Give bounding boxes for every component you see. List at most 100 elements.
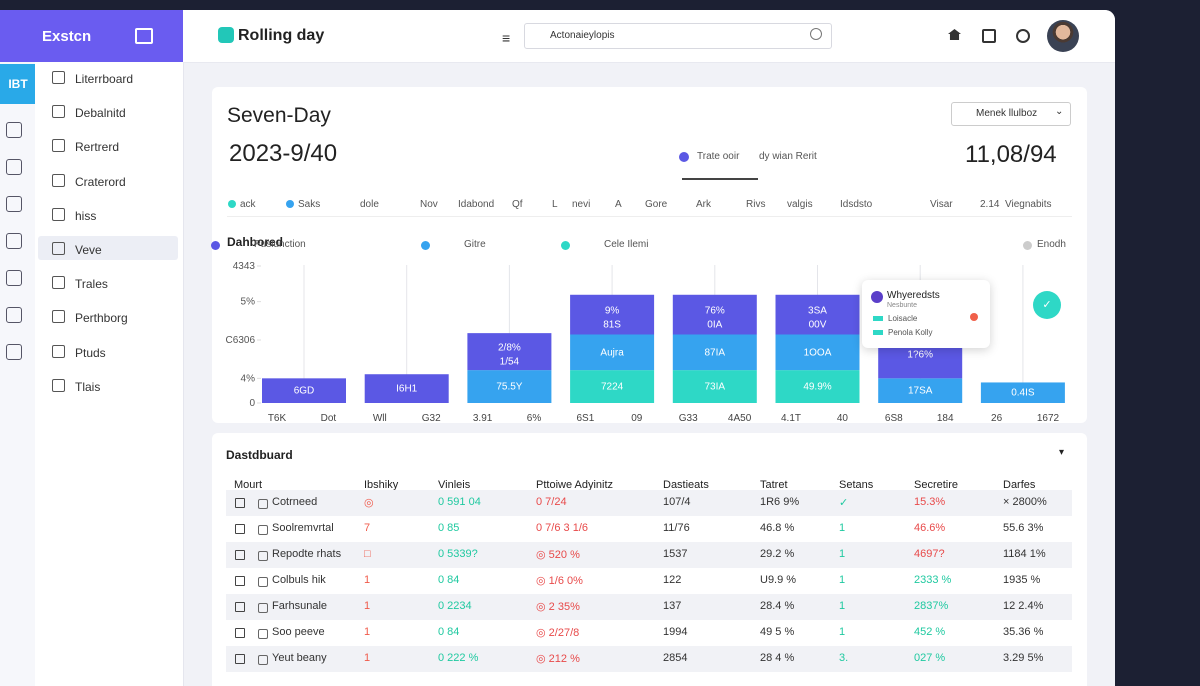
table-cell: 0 7/6 3 1/6 [536, 522, 588, 534]
column-header[interactable]: Setans [839, 479, 874, 491]
column-header[interactable]: Vinleis [438, 479, 471, 491]
row-checkbox[interactable] [235, 602, 245, 612]
bar-segment [570, 334, 655, 371]
window-icon[interactable] [982, 29, 996, 43]
table-cell: 7 [364, 522, 371, 534]
tab-underline [682, 178, 758, 180]
sidebar-item[interactable]: Debalnitd [75, 106, 126, 121]
table-cell: 1 [364, 626, 371, 638]
table-cell: U9.9 % [760, 574, 797, 586]
row-checkbox[interactable] [235, 628, 245, 638]
avatar[interactable] [1047, 20, 1079, 52]
table-cell: Yeut beany [272, 652, 327, 664]
rail-icon[interactable] [6, 196, 22, 212]
column-header[interactable]: Dastieats [663, 479, 709, 491]
table-cell: 0 5339? [438, 548, 478, 560]
row-checkbox[interactable] [235, 550, 245, 560]
filter-item[interactable]: nevi [572, 199, 591, 210]
rail-icon[interactable] [6, 270, 22, 286]
logo[interactable]: Rolling day [238, 27, 325, 44]
column-header[interactable]: Secretire [914, 479, 959, 491]
bar-segment [262, 378, 346, 403]
row-checkbox[interactable] [235, 498, 245, 508]
table-cell: 0 85 [438, 522, 460, 534]
rail-icon[interactable] [6, 233, 22, 249]
table-cell: 28 4 % [760, 652, 795, 664]
filter-item[interactable]: Idabond [458, 199, 495, 210]
filter-item[interactable]: Viegnabits [1005, 199, 1052, 210]
rail-icon[interactable] [6, 159, 22, 175]
clock-icon[interactable] [1016, 29, 1030, 43]
dropdown[interactable] [951, 102, 1071, 126]
sidebar-item[interactable]: Veve [75, 243, 102, 257]
table-cell: 1R6 9% [760, 496, 800, 508]
summary-title: Seven-Day [227, 104, 331, 127]
sidebar-icon [52, 173, 65, 187]
filter-item[interactable]: dole [360, 199, 379, 210]
filter-dot [228, 200, 236, 208]
filter-item[interactable]: ack [240, 199, 256, 210]
sidebar-item[interactable]: Literrboard [75, 72, 134, 86]
brand: Exstcn [42, 28, 92, 45]
rail-icon[interactable] [6, 122, 22, 138]
row-checkbox[interactable] [235, 524, 245, 534]
column-header[interactable]: Darfes [1003, 479, 1036, 491]
column-header[interactable]: Tatret [760, 479, 788, 491]
filter-item[interactable]: Idsdsto [840, 199, 873, 210]
table-cell: 1 [364, 574, 371, 586]
column-header[interactable]: Ibshiky [364, 479, 399, 491]
bar-label: 0.4IS [1011, 388, 1035, 399]
bar-segment [467, 370, 552, 403]
filter-item[interactable]: Qf [512, 199, 523, 210]
filter-item[interactable]: A [615, 199, 622, 210]
legend-label: Puslunction [254, 239, 306, 250]
icon[interactable] [135, 28, 153, 44]
filter-item[interactable]: Gore [645, 199, 668, 210]
filter-item[interactable]: valgis [787, 199, 813, 210]
summary-total: 11,08/94 [965, 141, 1057, 168]
rail-icon[interactable] [6, 344, 22, 360]
filter-item[interactable]: Visar [930, 199, 953, 210]
filter-item[interactable]: Saks [298, 199, 321, 210]
filter-item[interactable]: L [552, 199, 558, 210]
sidebar-item[interactable]: hiss [75, 208, 97, 223]
sidebar-icon [52, 276, 65, 290]
table-cell: 1994 [663, 626, 688, 638]
table-cell: 1184 1% [1003, 548, 1046, 560]
dropdown-caret[interactable]: ⌄ [1055, 106, 1064, 117]
sidebar-item[interactable]: Tlais [75, 379, 101, 394]
sidebar-item[interactable]: Perthborg [75, 311, 128, 326]
table-cell: 0 84 [438, 574, 460, 586]
bar-label: 87IA [705, 347, 726, 358]
table-caret[interactable]: ▾ [1059, 447, 1065, 458]
sidebar-item[interactable]: Ptuds [75, 345, 106, 360]
filter-item[interactable]: Rivs [746, 199, 766, 210]
table-cell: ◎ 520 % [536, 549, 580, 561]
home-icon[interactable] [948, 29, 961, 40]
search-icon[interactable] [810, 28, 822, 40]
column-header[interactable]: Mourt [234, 479, 263, 491]
table-cell: 55.6 3% [1003, 522, 1044, 534]
bar-label: 17SA [908, 386, 933, 397]
row-checkbox[interactable] [235, 654, 245, 664]
filter-item[interactable]: Ark [696, 199, 711, 210]
table-cell: 0 84 [438, 626, 460, 638]
check-button[interactable]: ✓ [1033, 291, 1061, 319]
rail-icon[interactable] [6, 307, 22, 323]
rail-badge[interactable]: IBT [0, 64, 36, 104]
row-checkbox[interactable] [235, 576, 245, 586]
sidebar-icon [52, 139, 65, 153]
sidebar-item[interactable]: Trales [75, 277, 108, 292]
sidebar-item[interactable]: Craterord [75, 174, 126, 189]
sidebar-item[interactable]: Rertrerd [75, 140, 120, 155]
row-icon [258, 577, 268, 587]
column-header[interactable]: Pttoiwe Adyinitz [536, 479, 614, 491]
search-box[interactable] [524, 23, 832, 49]
sidebar-active [38, 236, 178, 260]
table-cell: Colbuls hik [272, 574, 326, 586]
table-cell: Farhsunale [272, 600, 328, 612]
filter-item[interactable]: Nov [420, 199, 438, 210]
table-cell: ✓ [839, 497, 849, 509]
filter-item[interactable]: 2.14 [980, 199, 1000, 210]
menu-icon[interactable]: ≡ [502, 30, 511, 46]
